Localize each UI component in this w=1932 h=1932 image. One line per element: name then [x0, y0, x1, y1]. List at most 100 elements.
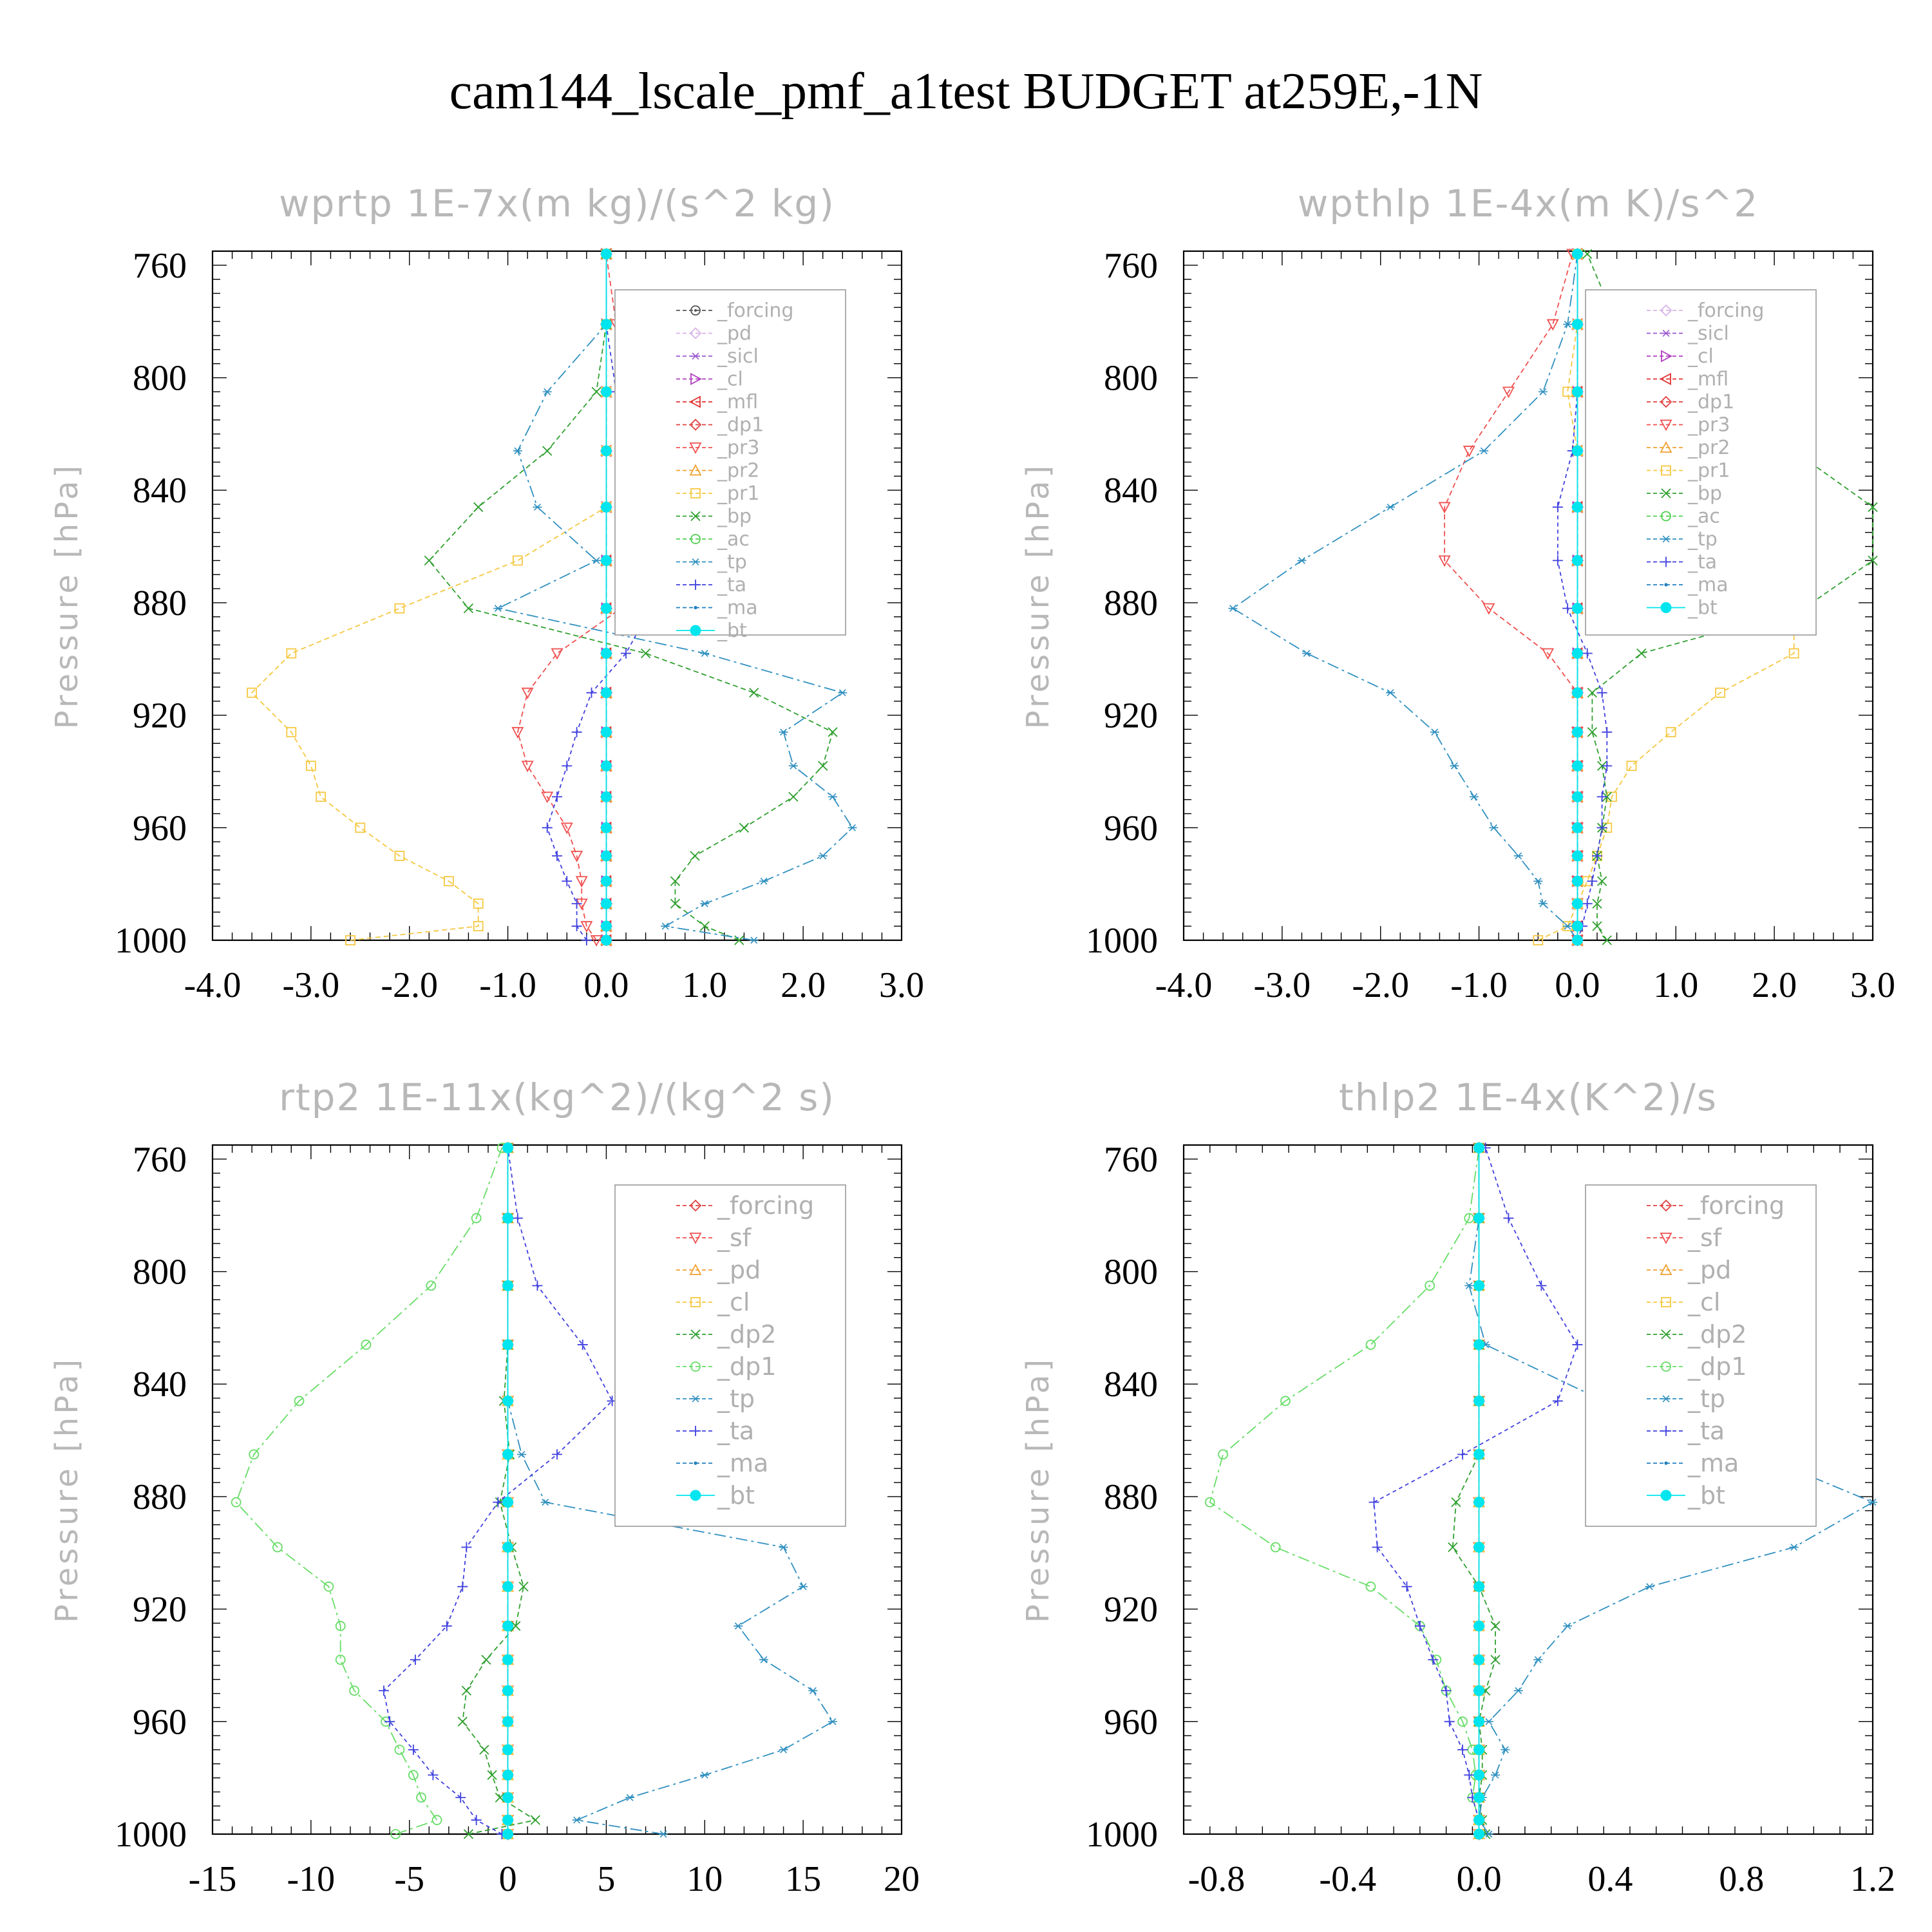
- panel-4-point-ta: [1401, 1581, 1412, 1592]
- panel-1-line-tp: [496, 254, 853, 941]
- panel-4-point-tp: [1484, 1718, 1493, 1725]
- panel-1-point-tp: [749, 936, 759, 944]
- panel-2-legend-label: _forcing: [1687, 299, 1764, 322]
- panel-1-point-bp: [690, 851, 700, 861]
- panel-2-series-tp: [1228, 250, 1582, 944]
- panel-1-ytick-label: 800: [133, 359, 187, 399]
- panel-3-point-bt: [502, 1142, 514, 1153]
- panel-4-xtick-label: -0.4: [1319, 1859, 1376, 1899]
- panel-3-point-ta: [461, 1542, 472, 1553]
- panel-4-legend-marker: [1661, 1329, 1671, 1340]
- panel-2-legend-label: _cl: [1687, 345, 1714, 368]
- panel-2-ytick-label: 1000: [1086, 921, 1158, 961]
- panel-1-xtick-label: -4.0: [184, 965, 242, 1005]
- panel-2-legend-label: _mfl: [1687, 368, 1728, 391]
- panel-2-ticks: [1183, 251, 1873, 941]
- panel-3-point-dp1: [231, 1497, 242, 1508]
- panel-3-point-ta: [378, 1685, 389, 1696]
- panel-1-point-pr1: [394, 603, 405, 614]
- panel-2: wpthlp 1E-4x(m K)/s^2 Pressure [hPa] 760 80…: [1020, 182, 1895, 1005]
- panel-2-legend-label: _bt: [1687, 597, 1718, 620]
- panel-2-point-pr1: [1533, 935, 1544, 945]
- panel-4-point-ta: [1503, 1213, 1514, 1224]
- panel-4-point-tp: [1501, 1746, 1510, 1754]
- panel-2-point-pr3: [1546, 319, 1559, 331]
- panel-3-point-dp1: [361, 1340, 372, 1350]
- panel-2-legend-label: _tp: [1687, 528, 1718, 551]
- panel-2-point-tp: [1538, 900, 1548, 907]
- panel-4-line-dp1: [1209, 1148, 1480, 1834]
- panel-1-point-tp: [788, 762, 798, 770]
- panel-2-point-pr1: [1715, 687, 1725, 698]
- panel-3-xtick-label: -15: [189, 1859, 237, 1899]
- panel-3-point-dp1: [390, 1829, 401, 1839]
- panel-1-point-bp: [749, 688, 759, 698]
- panel-1-ylabel: Pressure [hPa]: [49, 462, 85, 729]
- panel-4-legend-label: _forcing: [1687, 1191, 1785, 1220]
- panel-3-legend-label: _sf: [717, 1224, 752, 1252]
- panel-2-xtick-label: 1.0: [1653, 965, 1698, 1005]
- panel-3-point-ta: [455, 1792, 466, 1803]
- panel-1-point-pr3: [511, 726, 524, 739]
- panel-1-point-ta: [621, 648, 631, 659]
- panel-2-point-ta: [1552, 502, 1563, 513]
- panel-1-point-bt: [600, 248, 612, 260]
- panel-2-legend-marker: [1661, 556, 1671, 567]
- panel-1-point-bp: [591, 386, 601, 397]
- panel-1-line-ta: [546, 254, 676, 941]
- panel-3-legend-label: _dp2: [717, 1320, 776, 1349]
- panel-2-legend-marker: [1661, 488, 1671, 498]
- panel-1-legend-marker: [690, 373, 702, 385]
- panel-2-point-bt: [1571, 934, 1583, 946]
- panel-4-point-dp2: [1490, 1654, 1501, 1665]
- panel-4-legend-marker: [1660, 1233, 1672, 1244]
- panel-4-legend-label: _tp: [1687, 1385, 1725, 1413]
- panel-1-point-bp: [463, 603, 474, 614]
- panel-3-ytick-label: 960: [133, 1702, 187, 1742]
- panel-2-point-tp: [1563, 922, 1573, 930]
- panel-3-point-bt: [502, 1497, 514, 1508]
- panel-3-point-dp2: [461, 1685, 472, 1696]
- panel-3-legend-marker: [691, 1395, 700, 1403]
- panel-3-point-dp2: [463, 1829, 474, 1839]
- panel-2-ytick-label: 800: [1104, 359, 1158, 399]
- panel-1-point-tp: [700, 650, 710, 657]
- panel-2-point-bt: [1571, 248, 1583, 260]
- panel-4-legend-marker: [1664, 1461, 1668, 1465]
- panel-3-point-tp: [759, 1656, 768, 1663]
- panel-3-legend-marker: [694, 1461, 697, 1465]
- panel-1-legend-marker: [690, 625, 701, 636]
- panel-3-point-tp: [540, 1499, 550, 1506]
- panel-1-legend-marker: [691, 558, 700, 565]
- panel-4-point-ta: [1552, 1396, 1563, 1406]
- panel-1-xtick-label: 0.0: [583, 965, 629, 1005]
- panel-4-point-bt: [1473, 1395, 1485, 1406]
- panel-1-point-pr3: [575, 876, 588, 888]
- panel-3-legend-label: _tp: [717, 1385, 755, 1413]
- panel-1-point-pr3: [541, 791, 554, 804]
- panel-4-legend-marker: [1662, 1395, 1671, 1403]
- panel-1-point-bp: [818, 761, 828, 771]
- panel-1-point-pr3: [551, 648, 564, 660]
- panel-3-point-tp: [700, 1771, 710, 1779]
- panel-2-legend-marker: [1664, 583, 1668, 587]
- panel-1-legend-label: _bt: [717, 620, 747, 642]
- panel-4: thlp2 1E-4x(K^2)/s Pressure [hPa] 760 800 84…: [1020, 1075, 1895, 1899]
- panel-1-point-pr3: [571, 851, 583, 862]
- panel-1-point-bp: [739, 822, 750, 833]
- panel-3-legend: _forcing _sf _pd _cl _dp2 _dp1 _tp _ta _ma _bt: [614, 1184, 846, 1527]
- panel-1-point-bt: [600, 386, 612, 397]
- panel-3-legend-label: _ta: [717, 1417, 754, 1445]
- panel-2-point-bt: [1571, 319, 1583, 330]
- panel-1-point-bt: [600, 760, 612, 772]
- panel-2-point-ta: [1596, 822, 1607, 833]
- panel-4-xtick-label: 0.0: [1457, 1859, 1502, 1899]
- panel-3-ytick-label: 1000: [115, 1815, 187, 1855]
- panel-3-legend-label: _bt: [717, 1481, 755, 1510]
- panel-1-point-tp: [848, 824, 857, 831]
- panel-2-point-pr3: [1482, 603, 1495, 615]
- panel-1-point-pr3: [560, 822, 573, 835]
- panel-2-point-bp: [1587, 688, 1597, 698]
- panel-1-point-bt: [600, 603, 612, 614]
- panel-3-point-dp1: [394, 1745, 405, 1755]
